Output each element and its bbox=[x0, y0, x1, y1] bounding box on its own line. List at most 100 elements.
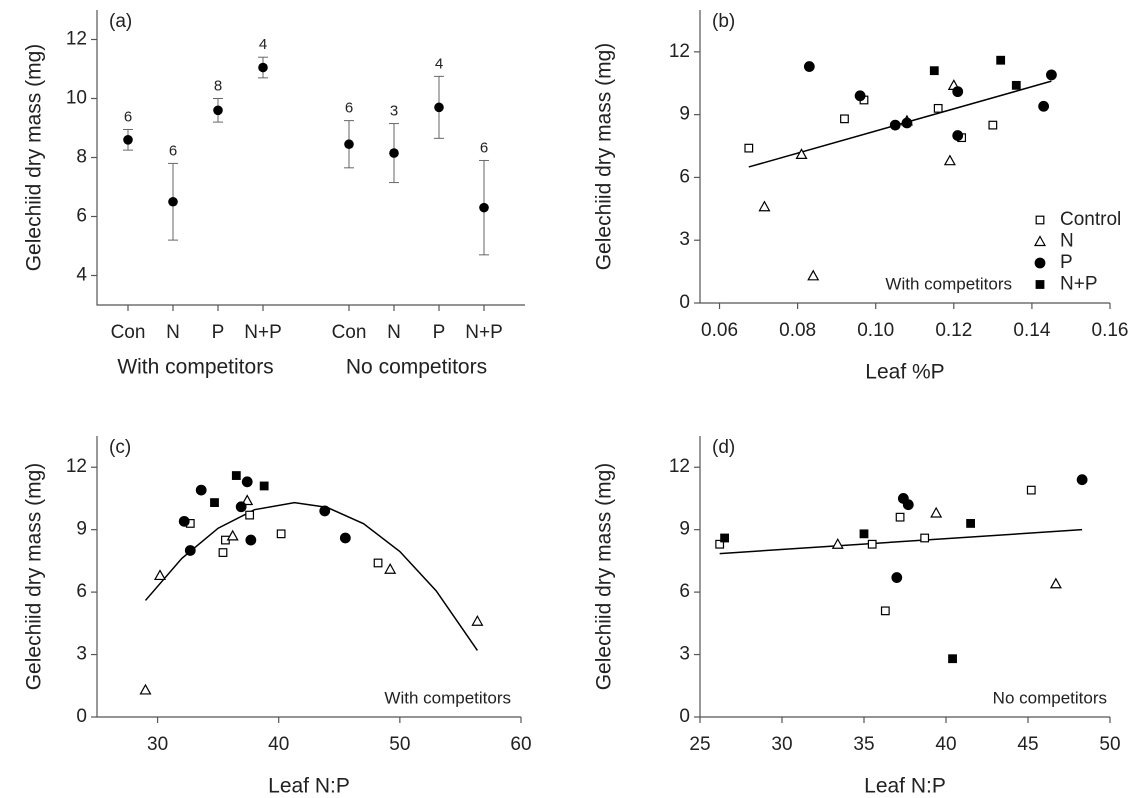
legend-label: N+P bbox=[1060, 274, 1098, 295]
x-axis-label: Leaf %P bbox=[865, 361, 944, 384]
data-point bbox=[178, 515, 190, 527]
data-point bbox=[859, 529, 869, 539]
data-point bbox=[943, 154, 956, 166]
x-tick-label: 40 bbox=[935, 734, 956, 755]
x-tick-label: 0.14 bbox=[1013, 320, 1050, 341]
sample-size: 4 bbox=[435, 55, 443, 72]
data-point bbox=[715, 539, 725, 549]
data-point bbox=[245, 510, 255, 520]
x-tick-label: 0.12 bbox=[935, 320, 972, 341]
data-point bbox=[952, 130, 964, 141]
data-point bbox=[744, 143, 754, 153]
x-axis-label: Leaf N:P bbox=[268, 775, 350, 798]
legend-marker bbox=[1034, 257, 1046, 269]
axis bbox=[96, 10, 525, 306]
sample-size: 6 bbox=[169, 142, 177, 159]
x-tick-label: N bbox=[166, 322, 180, 343]
mean-point bbox=[344, 139, 354, 150]
x-tick-label: N+P bbox=[244, 322, 282, 343]
mean-point bbox=[168, 196, 178, 207]
x-tick-label: Con bbox=[332, 322, 367, 343]
data-point bbox=[184, 545, 196, 556]
y-tick-label: 3 bbox=[679, 229, 690, 250]
data-point bbox=[218, 548, 228, 557]
x-tick-label: Con bbox=[111, 322, 146, 343]
data-point bbox=[929, 66, 939, 76]
y-tick-label: 0 bbox=[76, 706, 87, 727]
mean-point bbox=[434, 102, 444, 113]
fit-line bbox=[719, 528, 1083, 555]
data-point bbox=[902, 499, 914, 511]
data-point bbox=[889, 119, 901, 131]
data-point bbox=[795, 148, 808, 160]
data-point bbox=[901, 117, 913, 129]
y-axis-label: Gelechiid dry mass (mg) bbox=[593, 43, 616, 271]
data-point bbox=[339, 532, 351, 544]
data-point bbox=[139, 683, 152, 695]
annotation: No competitors bbox=[993, 688, 1107, 707]
y-tick-label: 12 bbox=[669, 456, 690, 477]
data-point bbox=[948, 654, 957, 664]
mean-point bbox=[123, 135, 133, 145]
data-point bbox=[933, 103, 943, 113]
data-point bbox=[153, 569, 167, 581]
data-point bbox=[840, 114, 849, 124]
y-tick-label: 3 bbox=[76, 644, 87, 665]
axis bbox=[699, 436, 1110, 718]
data-point bbox=[241, 494, 254, 506]
data-point bbox=[831, 538, 844, 549]
y-tick-label: 6 bbox=[679, 166, 690, 187]
data-point bbox=[952, 86, 964, 98]
data-point bbox=[803, 61, 815, 72]
data-point bbox=[276, 529, 286, 539]
data-point bbox=[231, 471, 241, 480]
data-point bbox=[245, 534, 257, 546]
x-tick-label: N+P bbox=[465, 322, 503, 343]
data-point bbox=[880, 606, 890, 616]
data-point bbox=[891, 572, 903, 583]
data-point bbox=[807, 269, 820, 281]
data-point bbox=[720, 533, 729, 543]
data-point bbox=[259, 481, 269, 491]
sample-size: 4 bbox=[259, 36, 267, 53]
data-point bbox=[210, 498, 219, 508]
data-point bbox=[373, 558, 383, 568]
y-tick-label: 10 bbox=[66, 88, 87, 109]
mean-point bbox=[258, 62, 268, 73]
panel-label: (a) bbox=[109, 11, 132, 32]
x-axis-label: Leaf N:P bbox=[864, 775, 946, 798]
data-point bbox=[758, 200, 771, 212]
data-point bbox=[1038, 100, 1050, 112]
mean-point bbox=[479, 202, 489, 213]
data-point bbox=[966, 519, 975, 528]
axis bbox=[699, 10, 1110, 304]
data-point bbox=[996, 55, 1006, 65]
x-tick-label: P bbox=[433, 322, 446, 343]
x-tick-label: 50 bbox=[389, 734, 410, 755]
y-tick-label: 12 bbox=[669, 41, 690, 62]
sample-size: 3 bbox=[390, 103, 398, 120]
y-tick-label: 12 bbox=[66, 456, 87, 477]
data-point bbox=[988, 120, 998, 130]
panel-label: (b) bbox=[712, 11, 735, 32]
data-point bbox=[920, 533, 930, 543]
data-point bbox=[1011, 80, 1021, 90]
x-tick-label: 0.08 bbox=[779, 320, 816, 341]
legend-marker bbox=[1035, 280, 1045, 289]
legend-label: N bbox=[1060, 231, 1074, 252]
y-tick-label: 8 bbox=[76, 147, 87, 168]
y-tick-label: 0 bbox=[679, 292, 690, 313]
data-point bbox=[226, 529, 239, 541]
x-tick-label: 35 bbox=[853, 734, 874, 755]
group-label: No competitors bbox=[346, 356, 487, 379]
data-point bbox=[854, 90, 866, 102]
y-tick-label: 3 bbox=[679, 644, 690, 665]
y-tick-label: 9 bbox=[679, 519, 690, 540]
data-point bbox=[241, 476, 253, 488]
data-point bbox=[867, 539, 877, 549]
x-tick-label: N bbox=[387, 322, 401, 343]
data-point bbox=[930, 506, 943, 518]
data-point bbox=[895, 512, 905, 522]
panel-label: (c) bbox=[109, 437, 131, 458]
